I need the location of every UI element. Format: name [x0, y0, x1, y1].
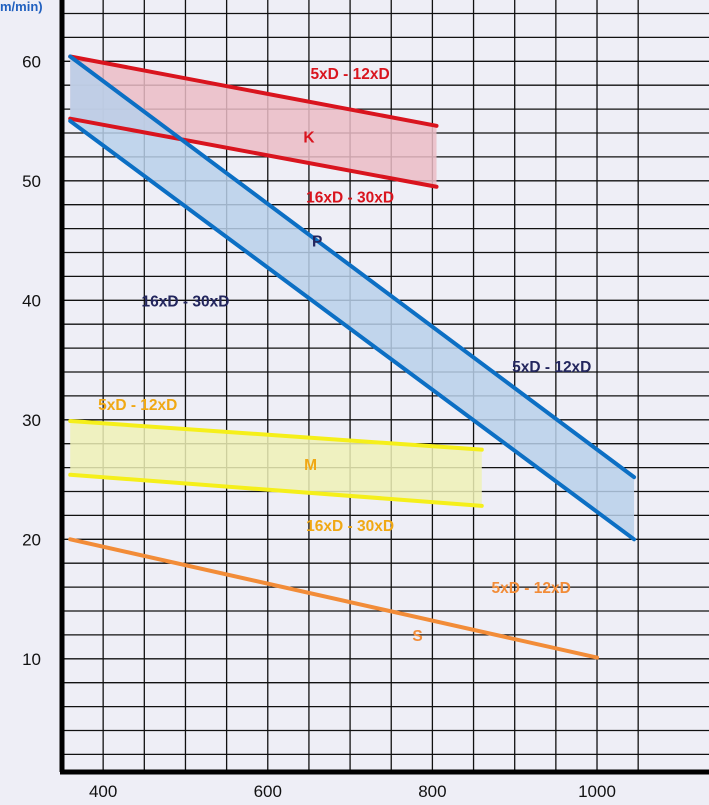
x-tick-label: 800 — [418, 782, 446, 801]
series-m-upper-line — [68, 418, 484, 452]
band-label: 16xD - 30xD — [306, 189, 394, 206]
y-tick-label: 10 — [22, 650, 41, 669]
boundary-lines — [68, 54, 637, 660]
band-label: 5xD - 12xD — [98, 397, 177, 414]
band-label: P — [312, 234, 322, 251]
band-label: 5xD - 12xD — [492, 580, 571, 597]
band-label: 16xD - 30xD — [306, 518, 394, 535]
y-tick-label: 60 — [22, 52, 41, 71]
band-p — [70, 56, 635, 540]
band-k — [70, 56, 437, 187]
band-areas — [70, 56, 635, 540]
axes — [59, 0, 709, 775]
band-m — [70, 420, 482, 506]
series-p-upper-line — [68, 54, 637, 480]
band-label: S — [412, 628, 422, 645]
series-k-upper-line — [68, 54, 439, 128]
x-tick-label: 400 — [89, 782, 117, 801]
y-tick-label: 30 — [22, 411, 41, 430]
band-label: 5xD - 12xD — [310, 66, 389, 83]
band-label: 5xD - 12xD — [512, 359, 591, 376]
tick-labels: 400 600 800 1000 10 20 30 40 50 60 — [22, 52, 616, 801]
y-tick-label: 20 — [22, 530, 41, 549]
series-s-upper-line — [68, 537, 600, 660]
band-label: M — [304, 457, 317, 474]
x-tick-label: 600 — [254, 782, 282, 801]
y-axis-label: m/min) — [0, 0, 43, 14]
series-p-lower-line — [68, 119, 637, 542]
band-label: 16xD - 30xD — [142, 293, 230, 310]
y-tick-label: 40 — [22, 291, 41, 310]
band-label: K — [303, 130, 315, 147]
x-tick-label: 1000 — [578, 782, 616, 801]
y-tick-label: 50 — [22, 172, 41, 191]
series-k-lower-line — [68, 116, 439, 189]
series-m-lower-line — [68, 472, 484, 508]
annotation-labels: 5xD - 12xD K 16xD - 30xD P 16xD - 30xD 5xD - … — [98, 66, 591, 645]
